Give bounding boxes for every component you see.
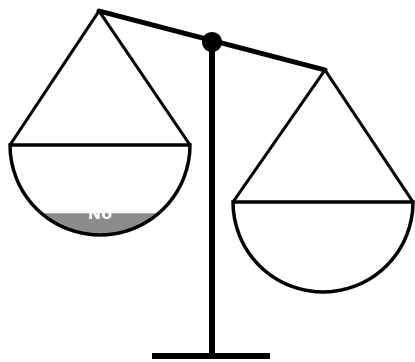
pan-si-strings	[231, 69, 415, 203]
pan-no: 41,7% No	[8, 10, 192, 237]
pan-si-label: Sí	[314, 251, 333, 270]
pan-no-percent: 41,7%	[72, 177, 128, 196]
scale-pivot	[202, 32, 222, 52]
pan-no-bowl	[8, 143, 192, 237]
pan-si-bowl	[231, 200, 415, 294]
pan-si: 58,3% Sí	[231, 69, 415, 294]
scale-stand	[152, 42, 270, 359]
pan-no-label: No	[88, 204, 112, 223]
pan-si-percent: 58,3%	[295, 226, 351, 245]
pan-no-strings	[8, 10, 192, 146]
